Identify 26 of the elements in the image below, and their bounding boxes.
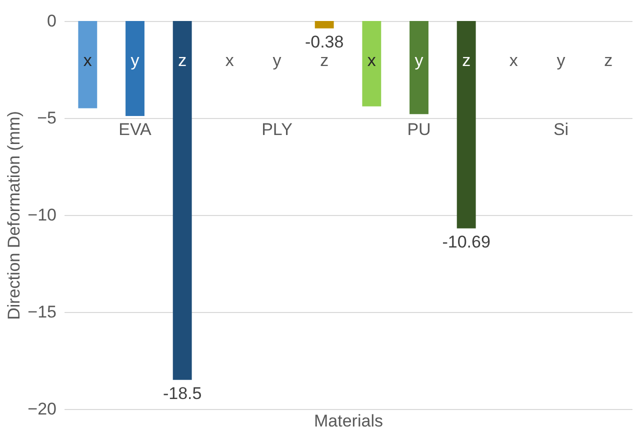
y-tick-label: 0 [47,12,56,30]
x-tick-label: x [367,51,376,70]
data-label: -0.38 [304,32,344,52]
data-label: -18.5 [162,384,202,403]
y-tick-label: −15 [28,302,56,322]
x-axis-title: Materials [314,412,383,430]
y-tick-label: −5 [37,108,56,128]
x-tick-label: z [462,51,471,70]
y-tick-label: −20 [28,400,56,418]
annotation: EVA [118,120,152,139]
x-tick-label: y [272,51,282,70]
x-tick-label: y [414,51,424,70]
x-tick-label: z [320,51,329,70]
annotation: PU [407,120,431,139]
x-tick-label: x [509,51,518,70]
data-label: -10.69 [442,232,490,252]
y-tick-label: −10 [28,206,56,224]
x-tick-label: y [130,51,140,70]
x-tick-label: y [556,51,566,70]
x-tick-label: x [225,51,234,70]
y-axis-title: Direction Deformation (mm) [4,111,24,320]
x-tick-label: z [178,51,187,70]
x-tick-label: z [604,51,613,70]
annotation: Si [553,120,569,139]
annotation: PLY [262,120,292,139]
x-tick-label: x [83,51,92,70]
